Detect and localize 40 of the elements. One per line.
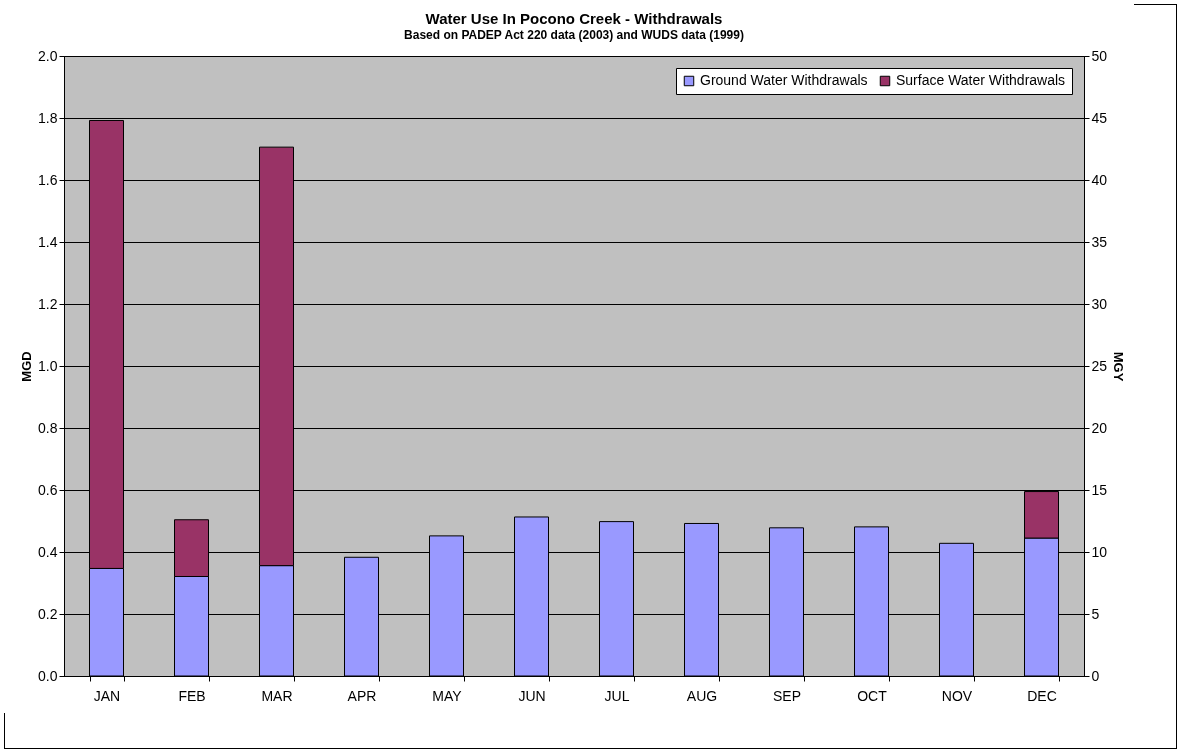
y2-tick-label: 10 [1091, 543, 1108, 560]
y-tick-label: 1.8 [38, 109, 58, 126]
y-tick-label: 0.4 [38, 543, 58, 560]
y-tick-label: 1.0 [38, 357, 58, 374]
x-tick-label: JUL [604, 687, 630, 704]
legend-label: Surface Water Withdrawals [896, 72, 1066, 88]
y2-tick-label: 35 [1091, 233, 1108, 250]
x-tick-label: MAR [261, 687, 293, 704]
y2-tick-label: 45 [1091, 109, 1108, 126]
legend-label: Ground Water Withdrawals [700, 72, 868, 88]
y2-tick-label: 30 [1091, 295, 1108, 312]
x-tick-label: SEP [772, 687, 802, 704]
x-tick-label: FEB [178, 687, 206, 704]
y2-tick-label: 40 [1091, 171, 1108, 188]
y2-tick-label: 15 [1091, 481, 1108, 498]
x-tick-label: JAN [93, 687, 121, 704]
y-tick-label: 1.4 [38, 233, 58, 250]
x-tick-label: AUG [686, 687, 718, 704]
y2-tick-label: 20 [1091, 419, 1108, 436]
y-tick-label: 2.0 [38, 47, 58, 64]
y-tick-label: 0.0 [38, 667, 58, 684]
x-tick-label: APR [347, 687, 377, 704]
y2-tick-label: 5 [1091, 605, 1100, 622]
x-tick-label: JUN [518, 687, 546, 704]
y-tick-label: 1.2 [38, 295, 58, 312]
x-tick-label: DEC [1027, 687, 1057, 704]
x-tick-label: MAY [432, 687, 463, 704]
x-tick-label: OCT [857, 687, 888, 704]
chart-subtitle: Based on PADEP Act 220 data (2003) and WUDS data (1999) [404, 28, 744, 42]
y-tick-label: 0.2 [38, 605, 58, 622]
y2-tick-label: 50 [1091, 47, 1108, 64]
y2-tick-label: 25 [1091, 357, 1108, 374]
chart-title: Water Use In Pocono Creek - Withdrawals [425, 10, 723, 27]
x-tick-label: NOV [941, 687, 973, 704]
y2-axis-title: MGY [1111, 351, 1127, 382]
y-axis-title: MGD [19, 351, 35, 382]
y-tick-label: 1.6 [38, 171, 58, 188]
y-tick-label: 0.8 [38, 419, 58, 436]
y2-tick-label: 0 [1091, 667, 1100, 684]
y-tick-label: 0.6 [38, 481, 58, 498]
